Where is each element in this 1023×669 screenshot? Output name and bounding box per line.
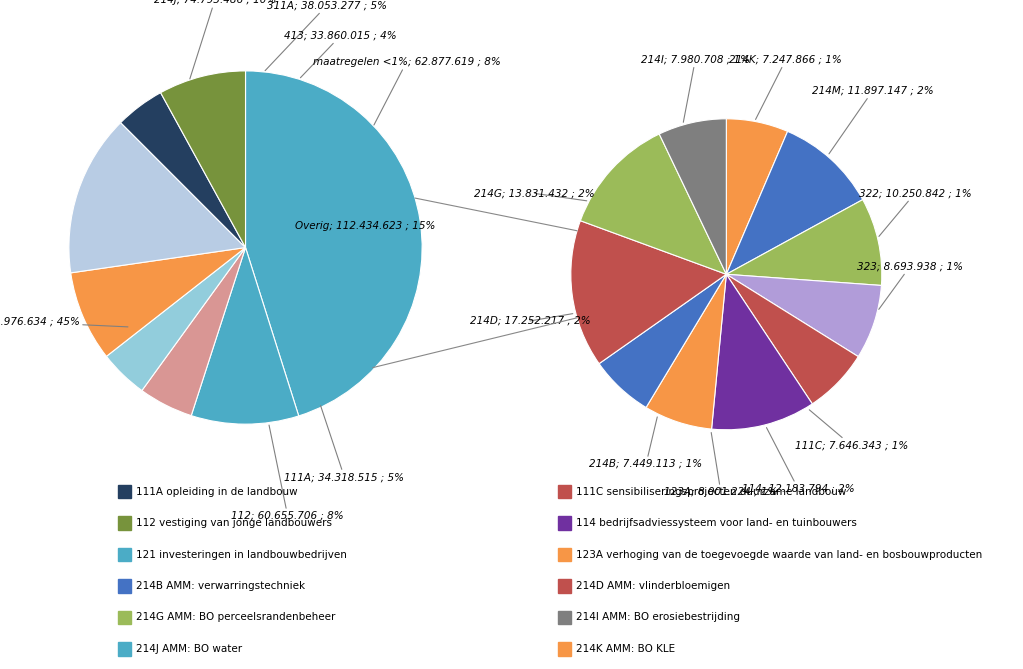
Wedge shape [599, 274, 726, 407]
Text: 121 investeringen in landbouwbedrijven: 121 investeringen in landbouwbedrijven [136, 550, 347, 559]
Wedge shape [647, 274, 726, 429]
Text: 214I; 7.980.708 ; 1%: 214I; 7.980.708 ; 1% [640, 55, 750, 122]
Text: 214B; 7.449.113 ; 1%: 214B; 7.449.113 ; 1% [589, 417, 703, 469]
Text: 214M; 11.897.147 ; 2%: 214M; 11.897.147 ; 2% [812, 86, 933, 154]
Text: 214J AMM: BO water: 214J AMM: BO water [136, 644, 242, 654]
Wedge shape [726, 131, 862, 274]
Wedge shape [580, 134, 726, 274]
Text: 114; 12.183.794 ; 2%: 114; 12.183.794 ; 2% [742, 427, 854, 494]
Text: 322; 10.250.842 ; 1%: 322; 10.250.842 ; 1% [858, 189, 971, 236]
Text: 214J; 74.793.486 ; 10%: 214J; 74.793.486 ; 10% [153, 0, 276, 79]
Text: 123A verhoging van de toegevoegde waarde van land- en bosbouwproducten: 123A verhoging van de toegevoegde waarde… [576, 550, 982, 559]
Text: 323; 8.693.938 ; 1%: 323; 8.693.938 ; 1% [857, 262, 963, 309]
Wedge shape [712, 274, 812, 429]
Text: 214D; 17.252.217 ; 2%: 214D; 17.252.217 ; 2% [470, 314, 590, 326]
Text: 214D AMM: vlinderbloemigen: 214D AMM: vlinderbloemigen [576, 581, 730, 591]
Wedge shape [246, 71, 422, 416]
Text: 311A; 38.053.277 ; 5%: 311A; 38.053.277 ; 5% [265, 1, 387, 71]
Text: 111C sensibiliseringsprojecten duurzame landbouw: 111C sensibiliseringsprojecten duurzame … [576, 487, 846, 496]
Text: 214I AMM: BO erosiebestrijding: 214I AMM: BO erosiebestrijding [576, 613, 740, 622]
Wedge shape [726, 274, 882, 357]
Wedge shape [106, 248, 246, 391]
Text: 112 vestiging van jonge landbouwers: 112 vestiging van jonge landbouwers [136, 518, 332, 528]
Text: 111C; 7.646.343 ; 1%: 111C; 7.646.343 ; 1% [795, 410, 908, 450]
Wedge shape [726, 119, 788, 274]
Text: maatregelen <1%; 62.877.619 ; 8%: maatregelen <1%; 62.877.619 ; 8% [313, 57, 500, 125]
Wedge shape [71, 248, 246, 357]
Wedge shape [726, 199, 882, 286]
Text: 214K AMM: BO KLE: 214K AMM: BO KLE [576, 644, 675, 654]
Wedge shape [161, 71, 246, 248]
Text: 214B AMM: verwarringstechniek: 214B AMM: verwarringstechniek [136, 581, 305, 591]
Wedge shape [142, 248, 246, 415]
Text: 111A opleiding in de landbouw: 111A opleiding in de landbouw [136, 487, 298, 496]
Wedge shape [121, 93, 246, 248]
Text: 214G AMM: BO perceelsrandenbeheer: 214G AMM: BO perceelsrandenbeheer [136, 613, 336, 622]
Text: 121; 342.976.634 ; 45%: 121; 342.976.634 ; 45% [0, 316, 128, 327]
Text: 123A; 8.001.224 ; 1%: 123A; 8.001.224 ; 1% [664, 433, 777, 497]
Wedge shape [659, 119, 726, 274]
Wedge shape [191, 248, 299, 424]
Text: 214K; 7.247.866 ; 1%: 214K; 7.247.866 ; 1% [729, 55, 842, 120]
Wedge shape [69, 122, 246, 273]
Text: 413; 33.860.015 ; 4%: 413; 33.860.015 ; 4% [284, 31, 397, 78]
Wedge shape [726, 274, 858, 404]
Wedge shape [571, 221, 726, 364]
Text: 114 bedrijfsadviessysteem voor land- en tuinbouwers: 114 bedrijfsadviessysteem voor land- en … [576, 518, 857, 528]
Text: 111A; 34.318.515 ; 5%: 111A; 34.318.515 ; 5% [284, 405, 404, 482]
Text: 112; 60.655.706 ; 8%: 112; 60.655.706 ; 8% [231, 425, 344, 521]
Text: Overig; 112.434.623 ; 15%: Overig; 112.434.623 ; 15% [295, 221, 436, 231]
Text: 214G; 13.831.432 ; 2%: 214G; 13.831.432 ; 2% [475, 189, 595, 201]
